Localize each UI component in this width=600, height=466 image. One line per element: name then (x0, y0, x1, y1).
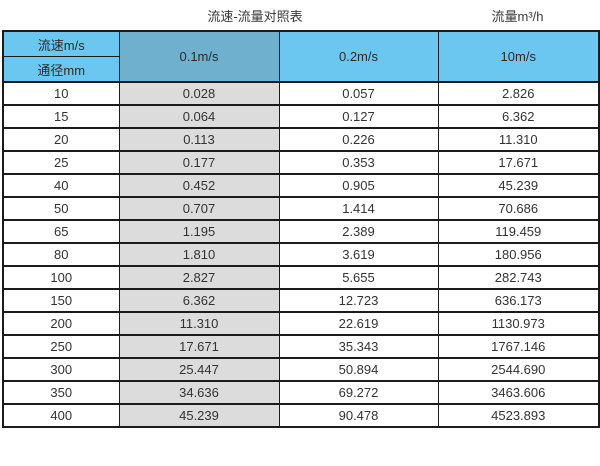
diameter-cell: 350 (2, 380, 120, 405)
flow-value-cell: 17.671 (118, 334, 280, 359)
header-row-diameter: 通径mm (2, 56, 599, 83)
flow-value-cell: 90.478 (278, 403, 439, 428)
table-row: 250 17.671 35.343 1767.146 (2, 334, 600, 359)
table-row: 80 1.810 3.619 180.956 (2, 242, 600, 267)
table-row: 200 11.310 22.619 1130.973 (2, 311, 600, 336)
flow-value-cell: 2544.690 (437, 357, 600, 382)
flow-value-cell: 1.810 (118, 242, 280, 267)
flow-value-cell: 1767.146 (437, 334, 600, 359)
table-row: 40 0.452 0.905 45.239 (2, 173, 600, 198)
flow-value-cell: 0.905 (278, 173, 439, 198)
diameter-cell: 40 (2, 173, 120, 198)
flow-value-cell: 0.452 (118, 173, 280, 198)
flow-value-cell: 5.655 (278, 265, 439, 290)
diameter-cell: 10 (2, 81, 120, 106)
flow-value-cell: 34.636 (118, 380, 280, 405)
table-row: 50 0.707 1.414 70.686 (2, 196, 600, 221)
flow-value-cell: 1.195 (118, 219, 280, 244)
table-header: 流速m/s 0.1m/s 0.2m/s 10m/s 通径mm (2, 30, 600, 83)
corner-diameter-label: 通径mm (2, 56, 120, 83)
diameter-cell: 100 (2, 265, 120, 290)
flow-value-cell: 0.113 (118, 127, 280, 152)
flow-value-cell: 0.226 (278, 127, 439, 152)
table-row: 10 0.028 0.057 2.826 (2, 81, 600, 106)
table-row: 350 34.636 69.272 3463.606 (2, 380, 600, 405)
flow-value-cell: 12.723 (278, 288, 439, 313)
flow-value-cell: 22.619 (278, 311, 439, 336)
table-row: 150 6.362 12.723 636.173 (2, 288, 600, 313)
column-header-0-1ms: 0.1m/s (118, 30, 280, 83)
diameter-cell: 300 (2, 357, 120, 382)
flow-value-cell: 11.310 (437, 127, 600, 152)
corner-velocity-label: 流速m/s (2, 30, 120, 57)
diameter-cell: 400 (2, 403, 120, 428)
flow-rate-table: 流速m/s 0.1m/s 0.2m/s 10m/s 通径mm 10 0.028 0.… (2, 30, 600, 428)
diameter-cell: 150 (2, 288, 120, 313)
flow-value-cell: 2.826 (437, 81, 600, 106)
flow-value-cell: 17.671 (437, 150, 600, 175)
diameter-cell: 65 (2, 219, 120, 244)
column-header-0-2ms: 0.2m/s (278, 30, 439, 83)
diameter-cell: 25 (2, 150, 120, 175)
flow-value-cell: 0.177 (118, 150, 280, 175)
flow-value-cell: 2.827 (118, 265, 280, 290)
flow-value-cell: 4523.893 (437, 403, 600, 428)
column-header-10ms: 10m/s (437, 30, 600, 83)
flow-value-cell: 6.362 (437, 104, 600, 129)
table-row: 100 2.827 5.655 282.743 (2, 265, 600, 290)
flow-value-cell: 3.619 (278, 242, 439, 267)
flow-value-cell: 2.389 (278, 219, 439, 244)
diameter-cell: 15 (2, 104, 120, 129)
flow-value-cell: 45.239 (118, 403, 280, 428)
flow-value-cell: 180.956 (437, 242, 600, 267)
diameter-cell: 200 (2, 311, 120, 336)
flow-value-cell: 119.459 (437, 219, 600, 244)
flow-value-cell: 0.353 (278, 150, 439, 175)
flow-value-cell: 0.057 (278, 81, 439, 106)
flow-value-cell: 3463.606 (437, 380, 600, 405)
diameter-cell: 80 (2, 242, 120, 267)
flow-unit-label: 流量m³/h (491, 9, 544, 24)
flow-value-cell: 0.127 (278, 104, 439, 129)
flow-value-cell: 282.743 (437, 265, 600, 290)
flow-value-cell: 50.894 (278, 357, 439, 382)
table-row: 400 45.239 90.478 4523.893 (2, 403, 600, 428)
diameter-cell: 50 (2, 196, 120, 221)
flow-value-cell: 45.239 (437, 173, 600, 198)
flow-value-cell: 6.362 (118, 288, 280, 313)
diameter-cell: 250 (2, 334, 120, 359)
table-row: 25 0.177 0.353 17.671 (2, 150, 600, 175)
caption-row: 流速-流量对照表 流量m³/h (0, 0, 600, 30)
table-row: 300 25.447 50.894 2544.690 (2, 357, 600, 382)
flow-value-cell: 1.414 (278, 196, 439, 221)
table-row: 65 1.195 2.389 119.459 (2, 219, 600, 244)
flow-value-cell: 69.272 (278, 380, 439, 405)
flow-value-cell: 0.064 (118, 104, 280, 129)
flow-value-cell: 11.310 (118, 311, 280, 336)
flow-value-cell: 0.028 (118, 81, 280, 106)
flow-value-cell: 35.343 (278, 334, 439, 359)
flow-value-cell: 0.707 (118, 196, 280, 221)
page-title: 流速-流量对照表 (207, 9, 303, 24)
flow-value-cell: 636.173 (437, 288, 600, 313)
diameter-cell: 20 (2, 127, 120, 152)
flow-value-cell: 1130.973 (437, 311, 600, 336)
table-row: 20 0.113 0.226 11.310 (2, 127, 600, 152)
flow-value-cell: 25.447 (118, 357, 280, 382)
flow-value-cell: 70.686 (437, 196, 600, 221)
table-body: 10 0.028 0.057 2.826 15 0.064 0.127 6.362 20 0.11… (2, 81, 600, 428)
header-row-velocity: 流速m/s 0.1m/s 0.2m/s 10m/s (2, 30, 600, 83)
table-row: 15 0.064 0.127 6.362 (2, 104, 600, 129)
